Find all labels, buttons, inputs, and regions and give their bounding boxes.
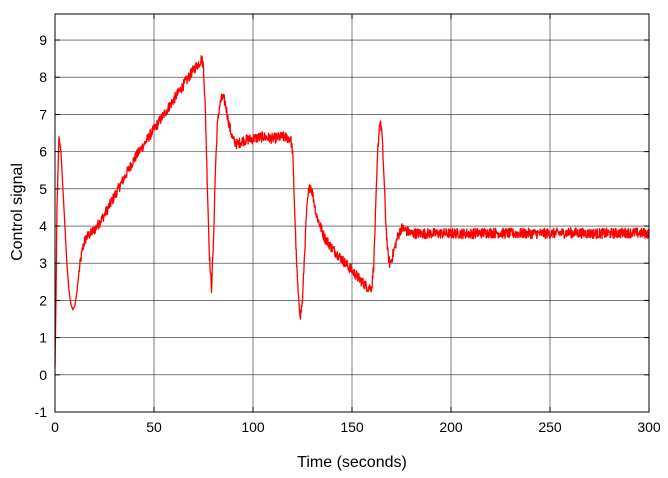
x-tick-label: 0 bbox=[51, 419, 59, 435]
series-layer bbox=[54, 55, 650, 368]
y-tick-label: 6 bbox=[39, 144, 47, 160]
y-tick-label: 3 bbox=[39, 255, 47, 271]
plot-area-border bbox=[54, 13, 650, 413]
series-line bbox=[54, 55, 650, 368]
y-tick-label: -1 bbox=[35, 404, 48, 420]
x-tick-label: 200 bbox=[439, 419, 463, 435]
y-tick-label: 1 bbox=[39, 330, 47, 346]
y-tick-label: 4 bbox=[39, 218, 47, 234]
x-tick-label: 50 bbox=[146, 419, 162, 435]
y-tick-label: 0 bbox=[39, 367, 47, 383]
x-tick-label: 100 bbox=[241, 419, 265, 435]
y-tick-label: 5 bbox=[39, 181, 47, 197]
y-axis-label: Control signal bbox=[9, 163, 26, 261]
grid-lines bbox=[54, 14, 650, 413]
y-tick-label: 8 bbox=[39, 69, 47, 85]
x-axis-label: Time (seconds) bbox=[297, 454, 407, 471]
x-tick-label: 250 bbox=[538, 419, 562, 435]
y-tick-label: 7 bbox=[39, 106, 47, 122]
y-tick-label: 9 bbox=[39, 32, 47, 48]
plot-frame bbox=[54, 13, 650, 413]
y-tick-label: 2 bbox=[39, 292, 47, 308]
x-tick-label: 150 bbox=[340, 419, 364, 435]
x-tick-label: 300 bbox=[637, 419, 661, 435]
